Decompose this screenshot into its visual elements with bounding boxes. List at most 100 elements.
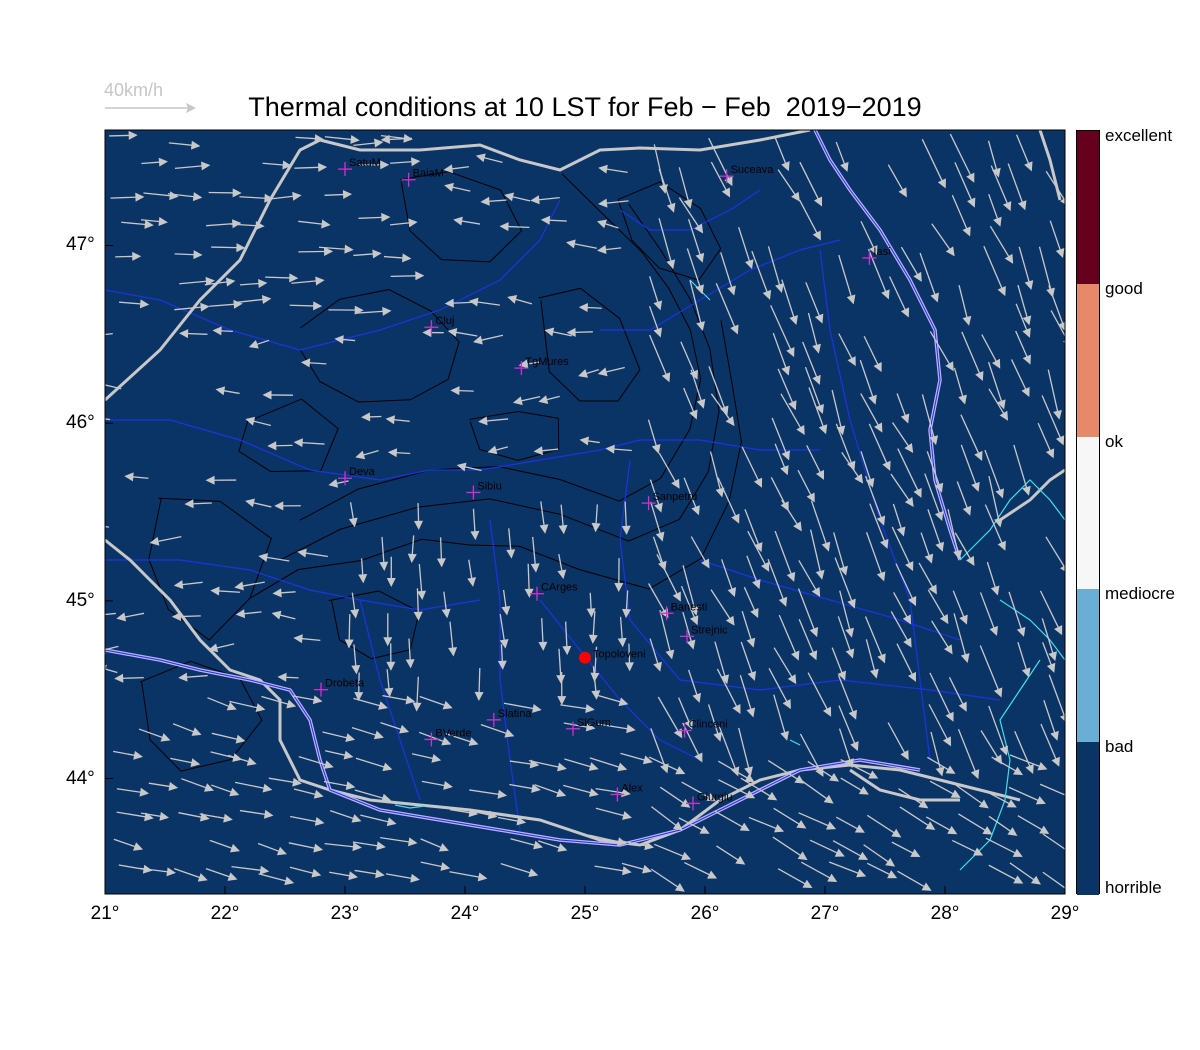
wind-arrow-head	[443, 781, 453, 790]
wind-arrow-head	[235, 609, 246, 619]
wind-arrow-head	[876, 515, 886, 526]
wind-arrow-head	[166, 867, 176, 877]
wind-arrow-head	[880, 538, 889, 549]
wind-arrow-head	[578, 369, 589, 378]
wind-arrow-head	[811, 586, 821, 598]
wind-arrow-head	[235, 734, 246, 744]
wind-arrow	[174, 306, 206, 311]
wind-arrow-head	[818, 424, 828, 435]
wind-arrow	[718, 726, 738, 773]
wind-arrow-head	[412, 702, 422, 712]
wind-arrow	[802, 341, 819, 382]
wind-arrow-head	[438, 843, 449, 852]
wind-arrow	[890, 473, 912, 505]
wind-arrow	[987, 361, 1004, 406]
river-line	[430, 439, 820, 471]
wind-arrow	[174, 164, 207, 170]
wind-arrow-head	[654, 502, 663, 513]
wind-arrow-head	[246, 757, 257, 766]
wind-arrow-head	[191, 727, 202, 736]
wind-arrow	[930, 731, 942, 773]
wind-arrow	[860, 451, 873, 485]
wind-arrow	[925, 816, 955, 833]
wind-arrow	[1015, 330, 1030, 362]
wind-arrow-head	[598, 164, 608, 174]
wind-arrow	[897, 448, 921, 495]
wind-arrow-head	[201, 161, 211, 171]
wind-arrow-head	[382, 762, 393, 772]
wind-arrow-head	[845, 648, 855, 659]
wind-arrow	[770, 305, 794, 354]
wind-arrow-head	[904, 497, 914, 508]
wind-arrow-head	[793, 521, 802, 532]
wind-arrow	[801, 780, 831, 802]
wind-arrow	[167, 193, 199, 198]
wind-arrow-head	[124, 472, 134, 482]
wind-arrow	[773, 647, 795, 682]
wind-arrow-head	[696, 321, 705, 331]
wind-arrow	[1018, 246, 1031, 287]
wind-arrow	[589, 757, 624, 770]
wind-arrow-head	[939, 614, 949, 625]
longitude-tick-label: 28°	[930, 903, 960, 924]
river-line	[489, 519, 521, 831]
wind-arrow-head	[850, 741, 859, 752]
wind-arrow-head	[1054, 625, 1063, 636]
wind-arrow-head	[959, 614, 968, 625]
wind-arrow	[652, 536, 665, 568]
colorbar-segment	[1077, 589, 1099, 743]
wind-arrow	[419, 695, 450, 708]
wind-arrow-head	[467, 577, 477, 587]
wind-arrow-head	[684, 719, 693, 730]
wind-arrow	[380, 836, 414, 844]
wind-arrow-head	[974, 450, 983, 461]
city-label: Alex	[621, 783, 643, 795]
wind-arrow	[682, 565, 697, 613]
wind-arrow-head	[731, 513, 740, 524]
wind-arrow	[838, 254, 854, 301]
wind-arrow	[649, 334, 669, 379]
contour-line	[328, 590, 420, 660]
wind-arrow-head	[605, 444, 615, 454]
wind-arrow-head	[468, 737, 479, 746]
wind-arrow	[980, 730, 1001, 762]
wind-arrow-head	[208, 643, 219, 653]
wind-arrow	[772, 332, 789, 373]
wind-arrow-head	[924, 553, 934, 564]
wind-arrow	[771, 417, 789, 457]
contour-line	[139, 660, 263, 772]
wind-arrow-head	[1024, 161, 1033, 172]
wind-arrow-head	[973, 847, 984, 856]
wind-arrow-head	[203, 783, 214, 792]
contour-line	[468, 411, 560, 461]
wind-arrow-head	[967, 197, 976, 208]
wind-arrow-head	[450, 386, 460, 396]
wind-arrow-head	[375, 869, 385, 879]
wind-arrow-head	[1059, 565, 1065, 572]
wind-arrow-head	[815, 766, 824, 777]
wind-arrow-head	[942, 736, 952, 747]
wind-arrow-head	[92, 330, 101, 339]
wind-arrow-head	[935, 541, 945, 552]
wind-arrow-head	[248, 339, 259, 349]
wind-arrow-head	[342, 190, 353, 200]
wind-arrow	[773, 694, 787, 738]
wind-arrow	[799, 199, 820, 238]
wind-arrow-head	[960, 653, 970, 663]
wind-arrow-head	[399, 724, 410, 734]
wind-arrow-head	[411, 157, 421, 167]
wind-arrow	[806, 445, 823, 477]
wind-arrow	[683, 387, 696, 417]
wind-scale-arrow-icon	[105, 103, 196, 113]
wind-arrow-head	[376, 841, 386, 851]
wind-arrow-head	[992, 167, 1001, 178]
river-line	[619, 189, 761, 231]
wind-arrow	[360, 814, 393, 824]
wind-arrow-head	[190, 758, 201, 768]
wind-arrow-head	[836, 425, 846, 436]
wind-arrow	[947, 509, 960, 556]
wind-arrow-head	[689, 605, 699, 616]
colorbar-segment	[1077, 436, 1099, 590]
wind-arrow	[919, 252, 937, 299]
wind-arrow	[949, 133, 974, 180]
